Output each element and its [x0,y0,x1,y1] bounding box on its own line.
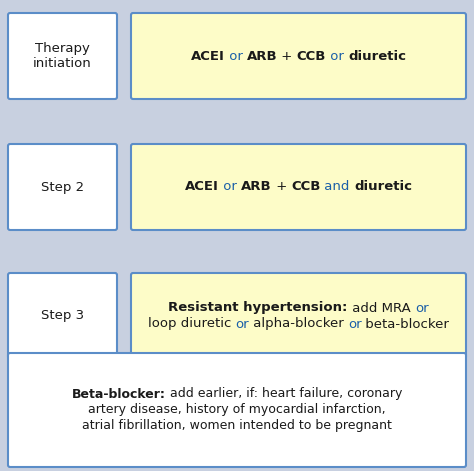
Text: add MRA: add MRA [348,301,415,315]
Text: alpha-blocker: alpha-blocker [249,317,348,331]
Text: Therapy
initiation: Therapy initiation [33,42,92,70]
FancyBboxPatch shape [8,273,117,359]
Text: diuretic: diuretic [348,49,406,63]
Text: loop diuretic: loop diuretic [147,317,235,331]
Text: or: or [235,317,249,331]
FancyBboxPatch shape [8,144,117,230]
Text: or: or [348,317,362,331]
FancyBboxPatch shape [131,273,466,359]
Text: or: or [326,49,348,63]
Text: and: and [320,180,354,194]
FancyBboxPatch shape [131,144,466,230]
Text: Step 2: Step 2 [41,180,84,194]
FancyBboxPatch shape [8,13,117,99]
Text: ARB: ARB [246,49,277,63]
Text: CCB: CCB [291,180,320,194]
Text: add earlier, if: heart failure, coronary: add earlier, if: heart failure, coronary [166,388,402,400]
FancyBboxPatch shape [131,13,466,99]
Text: beta-blocker: beta-blocker [362,317,449,331]
Text: ACEI: ACEI [185,180,219,194]
Text: ACEI: ACEI [191,49,225,63]
Text: artery disease, history of myocardial infarction,: artery disease, history of myocardial in… [88,404,386,416]
Text: atrial fibrillation, women intended to be pregnant: atrial fibrillation, women intended to b… [82,420,392,432]
FancyBboxPatch shape [8,353,466,467]
Text: +: + [272,180,291,194]
Text: Beta-blocker:: Beta-blocker: [72,388,166,400]
Text: diuretic: diuretic [354,180,412,194]
Text: Resistant hypertension:: Resistant hypertension: [168,301,348,315]
Text: or: or [219,180,241,194]
Text: ARB: ARB [241,180,272,194]
Text: +: + [277,49,297,63]
Text: or: or [415,301,428,315]
Text: CCB: CCB [297,49,326,63]
Text: or: or [225,49,246,63]
Text: Step 3: Step 3 [41,309,84,323]
